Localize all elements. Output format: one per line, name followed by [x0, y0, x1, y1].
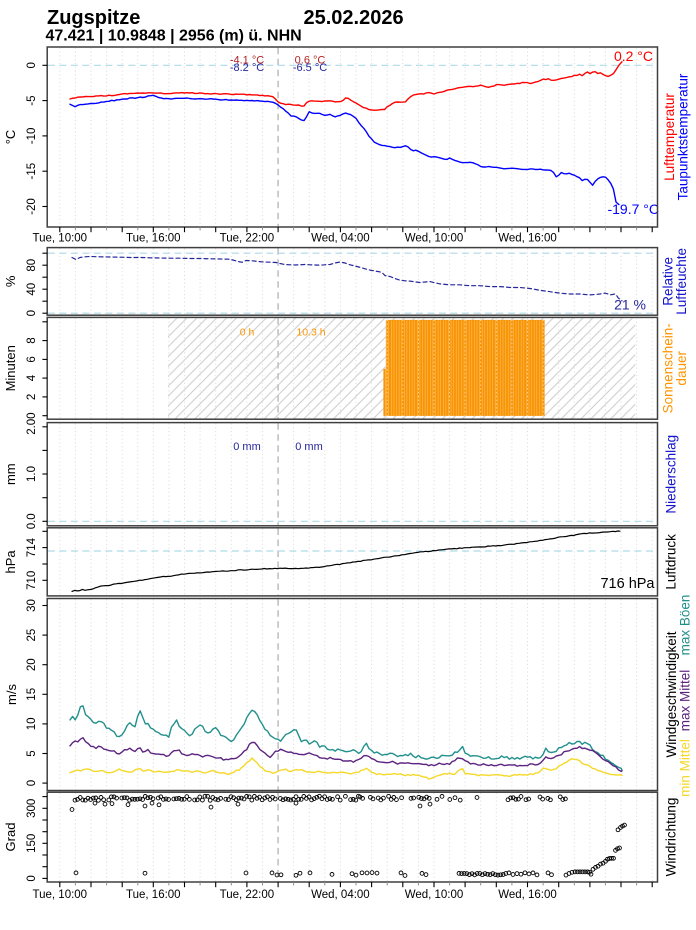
- svg-text:0 mm: 0 mm: [233, 441, 261, 453]
- svg-text:0.2 °C: 0.2 °C: [614, 48, 653, 64]
- svg-text:0: 0: [26, 412, 38, 418]
- svg-text:4: 4: [26, 374, 38, 381]
- svg-text:25: 25: [26, 629, 38, 642]
- svg-text:47.421 | 10.9848 | 2956 (m) ü.: 47.421 | 10.9848 | 2956 (m) ü. NHN: [46, 28, 302, 45]
- svg-text:Tue, 16:00: Tue, 16:00: [126, 232, 181, 244]
- svg-text:-15: -15: [26, 163, 38, 180]
- svg-text:0.0: 0.0: [26, 513, 38, 529]
- svg-text:0: 0: [26, 310, 38, 316]
- svg-text:15: 15: [26, 688, 38, 701]
- svg-text:Tue, 10:00: Tue, 10:00: [33, 889, 88, 901]
- svg-text:Lufttemperatur: Lufttemperatur: [662, 93, 677, 181]
- svg-text:2: 2: [26, 394, 38, 400]
- svg-text:-20: -20: [26, 198, 38, 215]
- svg-text:10.3 h: 10.3 h: [296, 327, 325, 339]
- svg-text:Wed, 10:00: Wed, 10:00: [405, 232, 464, 244]
- svg-text:Taupunktstemperatur: Taupunktstemperatur: [676, 73, 691, 200]
- svg-text:Luftdruck: Luftdruck: [664, 534, 679, 590]
- svg-text:-6.5 °C: -6.5 °C: [293, 62, 327, 74]
- svg-text:Tue, 22:00: Tue, 22:00: [220, 232, 275, 244]
- svg-text:0.6 °C: 0.6 °C: [295, 55, 326, 67]
- svg-text:0: 0: [26, 62, 38, 68]
- svg-text:0 h: 0 h: [240, 327, 255, 339]
- svg-text:0: 0: [26, 875, 38, 881]
- svg-text:0 mm: 0 mm: [295, 441, 323, 453]
- svg-text:-8.2 °C: -8.2 °C: [230, 62, 264, 74]
- svg-text:5: 5: [26, 750, 38, 756]
- svg-text:Relative: Relative: [661, 257, 676, 306]
- svg-text:Wed, 04:00: Wed, 04:00: [311, 232, 370, 244]
- svg-text:150: 150: [26, 834, 38, 853]
- svg-text:hPa: hPa: [3, 550, 18, 574]
- svg-text:30: 30: [26, 599, 38, 612]
- svg-text:8: 8: [26, 337, 38, 343]
- svg-text:2.0: 2.0: [26, 419, 38, 435]
- svg-text:mm: mm: [3, 463, 18, 485]
- svg-text:Windgeschwindigkeit: Windgeschwindigkeit: [664, 631, 679, 757]
- svg-text:6: 6: [26, 356, 38, 362]
- svg-text:max Mittel: max Mittel: [678, 670, 693, 732]
- svg-text:80: 80: [26, 259, 38, 272]
- svg-text:40: 40: [26, 283, 38, 296]
- svg-text:Wed, 10:00: Wed, 10:00: [405, 889, 464, 901]
- svg-text:-5: -5: [26, 95, 38, 105]
- svg-text:0: 0: [26, 780, 38, 786]
- svg-text:710: 710: [26, 571, 38, 590]
- svg-text:716 hPa: 716 hPa: [600, 576, 655, 592]
- svg-text:Niederschlag: Niederschlag: [664, 435, 679, 514]
- svg-text:-19.7 °C: -19.7 °C: [607, 201, 659, 217]
- svg-text:300: 300: [26, 799, 38, 818]
- svg-text:714: 714: [26, 537, 38, 557]
- svg-text:Sonnenschein-: Sonnenschein-: [661, 323, 676, 413]
- svg-text:Wed, 16:00: Wed, 16:00: [498, 889, 557, 901]
- svg-text:20: 20: [26, 658, 38, 671]
- svg-text:Tue, 10:00: Tue, 10:00: [33, 232, 88, 244]
- svg-text:10: 10: [26, 718, 38, 731]
- svg-text:Tue, 22:00: Tue, 22:00: [220, 889, 275, 901]
- svg-text:21 %: 21 %: [614, 297, 646, 313]
- svg-text:max Böen: max Böen: [678, 595, 693, 656]
- svg-text:25.02.2026: 25.02.2026: [304, 7, 404, 29]
- svg-text:m/s: m/s: [4, 684, 19, 705]
- svg-text:1.0: 1.0: [26, 466, 38, 482]
- svg-text:%: %: [3, 275, 18, 287]
- svg-text:-4.1 °C: -4.1 °C: [230, 55, 264, 67]
- svg-text:°C: °C: [3, 130, 18, 145]
- svg-text:Wed, 04:00: Wed, 04:00: [311, 889, 370, 901]
- svg-text:Windrichtung: Windrichtung: [664, 798, 679, 877]
- svg-text:-10: -10: [26, 128, 38, 145]
- svg-text:dauer: dauer: [674, 351, 689, 386]
- svg-text:Zugspitze: Zugspitze: [47, 7, 140, 29]
- svg-text:Tue, 16:00: Tue, 16:00: [126, 889, 181, 901]
- svg-text:Grad: Grad: [3, 823, 18, 852]
- svg-text:Luftfeuchte: Luftfeuchte: [674, 248, 689, 315]
- svg-text:Minuten: Minuten: [3, 345, 18, 391]
- svg-text:Wed, 16:00: Wed, 16:00: [498, 232, 557, 244]
- svg-text:min Mittel: min Mittel: [678, 739, 693, 797]
